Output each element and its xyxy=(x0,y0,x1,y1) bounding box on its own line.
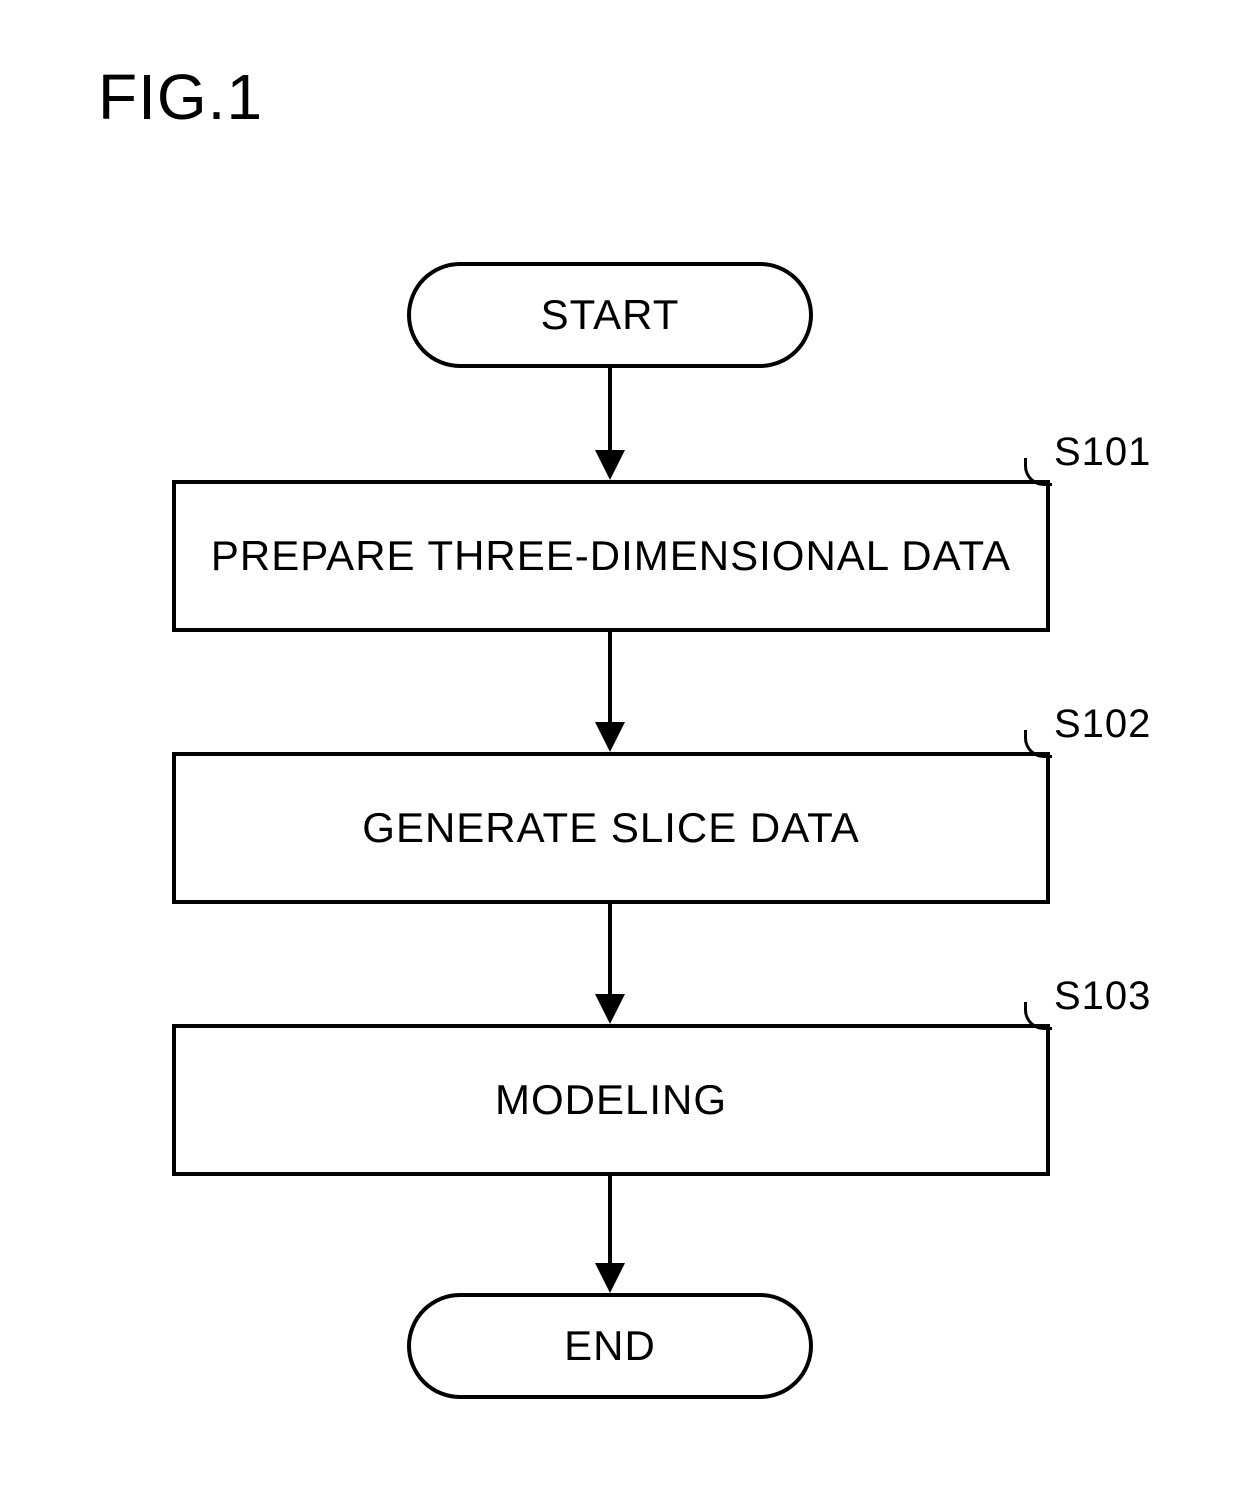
step-label-s103: S103 xyxy=(1054,974,1151,1019)
flow-arrow xyxy=(590,368,630,480)
figure-title: FIG.1 xyxy=(98,60,263,134)
flow-arrow xyxy=(590,1176,630,1293)
end-label: END xyxy=(564,1322,656,1370)
flowchart-terminator-start: START xyxy=(407,262,813,368)
flowchart-terminator-end: END xyxy=(407,1293,813,1399)
step-label-s102: S102 xyxy=(1054,702,1151,747)
step-label-s101: S101 xyxy=(1054,430,1151,475)
start-label: START xyxy=(541,291,680,339)
flowchart-process-modeling: MODELING xyxy=(172,1024,1050,1176)
process-label-s102: GENERATE SLICE DATA xyxy=(362,804,859,852)
flowchart-process-prepare-data: PREPARE THREE-DIMENSIONAL DATA xyxy=(172,480,1050,632)
flow-arrow xyxy=(590,904,630,1024)
process-label-s101: PREPARE THREE-DIMENSIONAL DATA xyxy=(211,532,1011,580)
flowchart-process-generate-slice: GENERATE SLICE DATA xyxy=(172,752,1050,904)
flow-arrow xyxy=(590,632,630,752)
process-label-s103: MODELING xyxy=(495,1076,727,1124)
